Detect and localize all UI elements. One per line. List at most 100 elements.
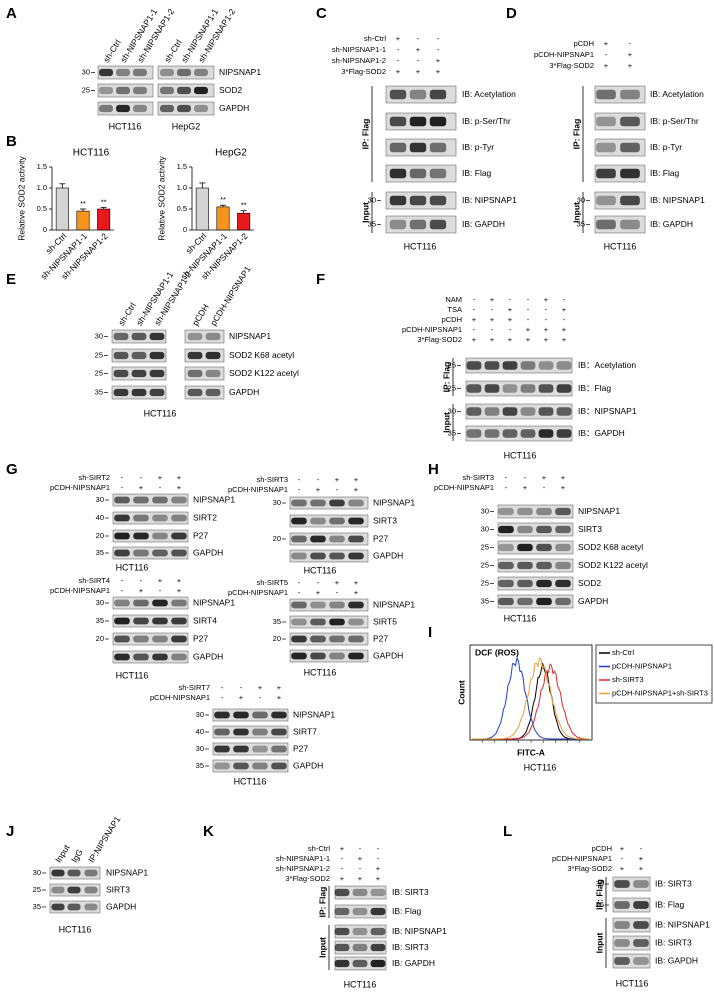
blot-band	[67, 869, 81, 877]
bar	[97, 208, 111, 231]
condition-sign: -	[159, 586, 162, 595]
blot-band	[310, 552, 326, 560]
condition-sign: +	[316, 588, 321, 597]
significance: **	[101, 197, 107, 206]
blot-band	[517, 597, 533, 606]
blot-band	[214, 762, 230, 770]
blot-label: SOD2	[219, 85, 242, 95]
chart-title: HCT116	[73, 148, 110, 159]
condition-name: pCDH	[442, 315, 462, 324]
blot-band	[114, 599, 130, 607]
blot-band	[520, 429, 536, 438]
significance: **	[220, 195, 226, 204]
condition-sign: -	[509, 295, 512, 304]
condition-sign: -	[140, 473, 143, 482]
blot-band	[352, 888, 368, 897]
blot-strip	[497, 540, 574, 555]
mw-marker: 35	[196, 761, 204, 770]
blot-label: SIRT7	[293, 726, 317, 736]
blot-label: IB: GAPDH	[462, 219, 505, 229]
condition-sign: +	[562, 335, 567, 344]
blot-strip	[465, 380, 573, 397]
blot-band	[113, 388, 129, 397]
condition-name: sh-SIRT3	[256, 475, 288, 484]
blot-band	[67, 886, 81, 894]
blot-band	[329, 618, 345, 626]
blot-label: IB: NIPSNAP1	[392, 926, 447, 936]
blot-band	[502, 384, 518, 393]
blot-band	[348, 601, 364, 609]
blot-band	[536, 507, 552, 516]
mw-marker: 40	[196, 727, 204, 736]
condition-sign: +	[620, 864, 625, 873]
panel-label: F	[316, 271, 325, 288]
blot-band	[389, 116, 407, 127]
panel-label: J	[6, 823, 14, 840]
condition-name: pCDH-NIPSNAP1	[402, 325, 462, 334]
blot-band	[409, 116, 427, 127]
group-label: IP: Flag	[571, 119, 581, 150]
blot-label: IB：Acetylation	[578, 360, 636, 370]
mw-marker: 25	[82, 85, 90, 94]
blot-band	[114, 653, 130, 661]
blot-band	[187, 351, 203, 360]
blot-band	[291, 499, 307, 507]
group-label: IP: Flag	[594, 879, 604, 910]
blot-strip	[497, 504, 574, 519]
condition-sign: -	[491, 305, 494, 314]
condition-name: pCDH-NIPSNAP1	[534, 50, 594, 59]
blot-band	[352, 927, 368, 936]
blot-band	[517, 543, 533, 552]
condition-sign: -	[545, 315, 548, 324]
blot-band	[152, 617, 168, 625]
bar	[195, 187, 209, 231]
blot-label: IB: GAPDH	[650, 219, 693, 229]
blot-band	[116, 104, 130, 113]
group-label: IP: Flag	[441, 362, 451, 393]
condition-name: NAM	[445, 295, 462, 304]
blot-strip	[289, 615, 369, 629]
condition-sign: -	[336, 485, 339, 494]
blot-band	[389, 168, 407, 179]
blot-band	[596, 142, 616, 153]
blot-band	[429, 116, 447, 127]
blot-label: P27	[373, 533, 388, 543]
blot-label: GAPDH	[293, 760, 323, 770]
mw-marker: 25	[481, 578, 489, 587]
bar	[237, 212, 251, 231]
condition-sign: +	[354, 475, 359, 484]
blot-band	[334, 943, 350, 952]
condition-sign: -	[527, 315, 530, 324]
blot-strip	[212, 725, 289, 739]
blot-band	[596, 219, 616, 230]
blot-band	[536, 525, 552, 534]
blot-strip	[112, 596, 189, 610]
condition-sign: -	[505, 483, 508, 492]
blot-label: IB：Flag	[578, 383, 611, 393]
blot-strip	[212, 742, 289, 756]
blot-label: IB: Flag	[462, 168, 492, 178]
blot-label: SIRT5	[373, 616, 397, 626]
histogram-curve	[472, 662, 589, 740]
panel-label: L	[503, 823, 512, 840]
condition-name: sh-SIRT4	[78, 576, 110, 585]
blot-band	[536, 579, 552, 588]
legend-box	[595, 644, 713, 704]
condition-sign: -	[121, 576, 124, 585]
blot-band	[633, 901, 649, 909]
blot-label: IB: NIPSNAP1	[650, 195, 705, 205]
blot-band	[310, 517, 326, 525]
condition-sign: +	[177, 473, 182, 482]
blot-label: SOD2	[578, 578, 601, 588]
blot-band	[133, 635, 149, 643]
blot-label: IB: p-Tyr	[462, 142, 494, 152]
blot-band	[114, 549, 130, 557]
condition-sign: -	[605, 50, 608, 59]
condition-sign: +	[523, 483, 528, 492]
condition-sign: -	[527, 295, 530, 304]
blot-band	[205, 332, 221, 341]
blot-band	[84, 869, 98, 877]
blot-band	[116, 68, 130, 77]
group-label: Input	[441, 412, 451, 433]
condition-name: sh-SIRT2	[78, 473, 110, 482]
